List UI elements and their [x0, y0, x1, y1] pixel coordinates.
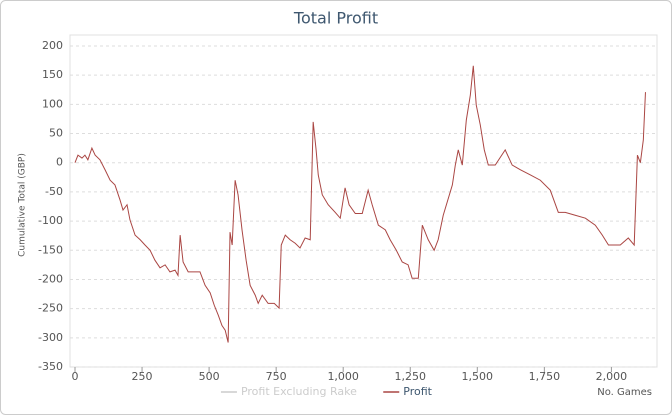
- x-tick-label: 1,000: [327, 370, 359, 383]
- x-tick-label: 1,750: [529, 370, 561, 383]
- y-tick-label: -50: [45, 185, 63, 198]
- x-tick-label: 1,500: [462, 370, 494, 383]
- y-tick-label: -350: [38, 360, 63, 373]
- x-tick-label: 250: [132, 370, 153, 383]
- y-tick-label: 50: [49, 127, 63, 140]
- legend-label[interactable]: Profit: [403, 385, 432, 398]
- y-tick-label: -250: [38, 302, 63, 315]
- y-tick-label: -150: [38, 243, 63, 256]
- x-tick-label: 750: [266, 370, 287, 383]
- y-tick-label: -300: [38, 331, 63, 344]
- legend-label[interactable]: Profit Excluding Rake: [241, 385, 357, 398]
- y-tick-label: -200: [38, 272, 63, 285]
- y-tick-label: 0: [56, 156, 63, 169]
- y-tick-label: 100: [42, 97, 63, 110]
- y-tick-label: 150: [42, 68, 63, 81]
- plot-area: [69, 34, 658, 368]
- y-tick-label: 200: [42, 39, 63, 52]
- x-axis-label: No. Games: [597, 387, 652, 398]
- chart-title: Total Profit: [293, 9, 378, 28]
- x-tick-label: 2,000: [596, 370, 628, 383]
- x-tick-label: 1,250: [395, 370, 427, 383]
- x-tick-label: 500: [199, 370, 220, 383]
- x-tick-label: 0: [72, 370, 79, 383]
- data-line: [74, 65, 646, 343]
- y-tick-label: -100: [38, 214, 63, 227]
- y-axis-label: Cumulative Total (GBP): [18, 153, 28, 257]
